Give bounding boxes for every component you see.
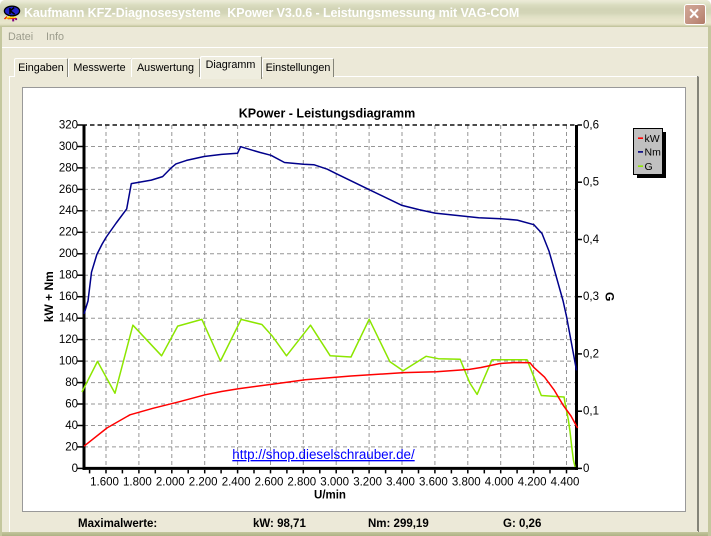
svg-text:2.400: 2.400 xyxy=(222,477,251,489)
svg-text:120: 120 xyxy=(59,334,78,346)
svg-text:0: 0 xyxy=(583,463,589,475)
svg-text:0,5: 0,5 xyxy=(583,177,599,189)
svg-text:Nm: Nm xyxy=(645,147,662,159)
svg-text:G: G xyxy=(645,161,653,173)
svg-text:180: 180 xyxy=(59,270,78,282)
svg-text:280: 280 xyxy=(59,162,78,174)
svg-text:60: 60 xyxy=(65,398,78,410)
svg-text:2.000: 2.000 xyxy=(156,477,185,489)
svg-text:260: 260 xyxy=(59,184,78,196)
svg-text:100: 100 xyxy=(59,356,78,368)
svg-text:1.600: 1.600 xyxy=(90,477,119,489)
svg-text:160: 160 xyxy=(59,291,78,303)
svg-text:0,6: 0,6 xyxy=(583,119,599,131)
svg-text:3.400: 3.400 xyxy=(386,477,415,489)
svg-text:300: 300 xyxy=(59,141,78,153)
svg-text:G: G xyxy=(603,292,617,301)
svg-text:KPower - Leistungsdiagramm: KPower - Leistungsdiagramm xyxy=(239,107,415,121)
svg-text:3.800: 3.800 xyxy=(452,477,481,489)
svg-text:240: 240 xyxy=(59,205,78,217)
svg-text:2.200: 2.200 xyxy=(189,477,218,489)
svg-text:4.000: 4.000 xyxy=(485,477,514,489)
svg-text:kW + Nm: kW + Nm xyxy=(42,271,56,322)
svg-text:1.800: 1.800 xyxy=(123,477,152,489)
svg-text:220: 220 xyxy=(59,227,78,239)
svg-text:3.600: 3.600 xyxy=(419,477,448,489)
svg-text:20: 20 xyxy=(65,441,78,453)
svg-text:320: 320 xyxy=(59,119,78,131)
svg-text:0,4: 0,4 xyxy=(583,234,600,246)
svg-text:140: 140 xyxy=(59,313,78,325)
svg-text:0: 0 xyxy=(72,463,78,475)
svg-text:4.200: 4.200 xyxy=(518,477,547,489)
svg-text:0,2: 0,2 xyxy=(583,348,599,360)
svg-text:3.000: 3.000 xyxy=(320,477,349,489)
svg-text:0,3: 0,3 xyxy=(583,291,599,303)
svg-text:2.600: 2.600 xyxy=(255,477,284,489)
svg-text:http://shop.dieselschrauber.de: http://shop.dieselschrauber.de/ xyxy=(232,447,415,462)
svg-text:U/min: U/min xyxy=(314,490,346,502)
svg-text:2.800: 2.800 xyxy=(287,477,316,489)
svg-text:kW: kW xyxy=(645,133,660,145)
svg-text:3.200: 3.200 xyxy=(353,477,382,489)
svg-text:40: 40 xyxy=(65,420,78,432)
svg-text:200: 200 xyxy=(59,248,78,260)
svg-text:0,1: 0,1 xyxy=(583,406,599,418)
svg-text:4.400: 4.400 xyxy=(551,477,580,489)
svg-text:80: 80 xyxy=(65,377,78,389)
